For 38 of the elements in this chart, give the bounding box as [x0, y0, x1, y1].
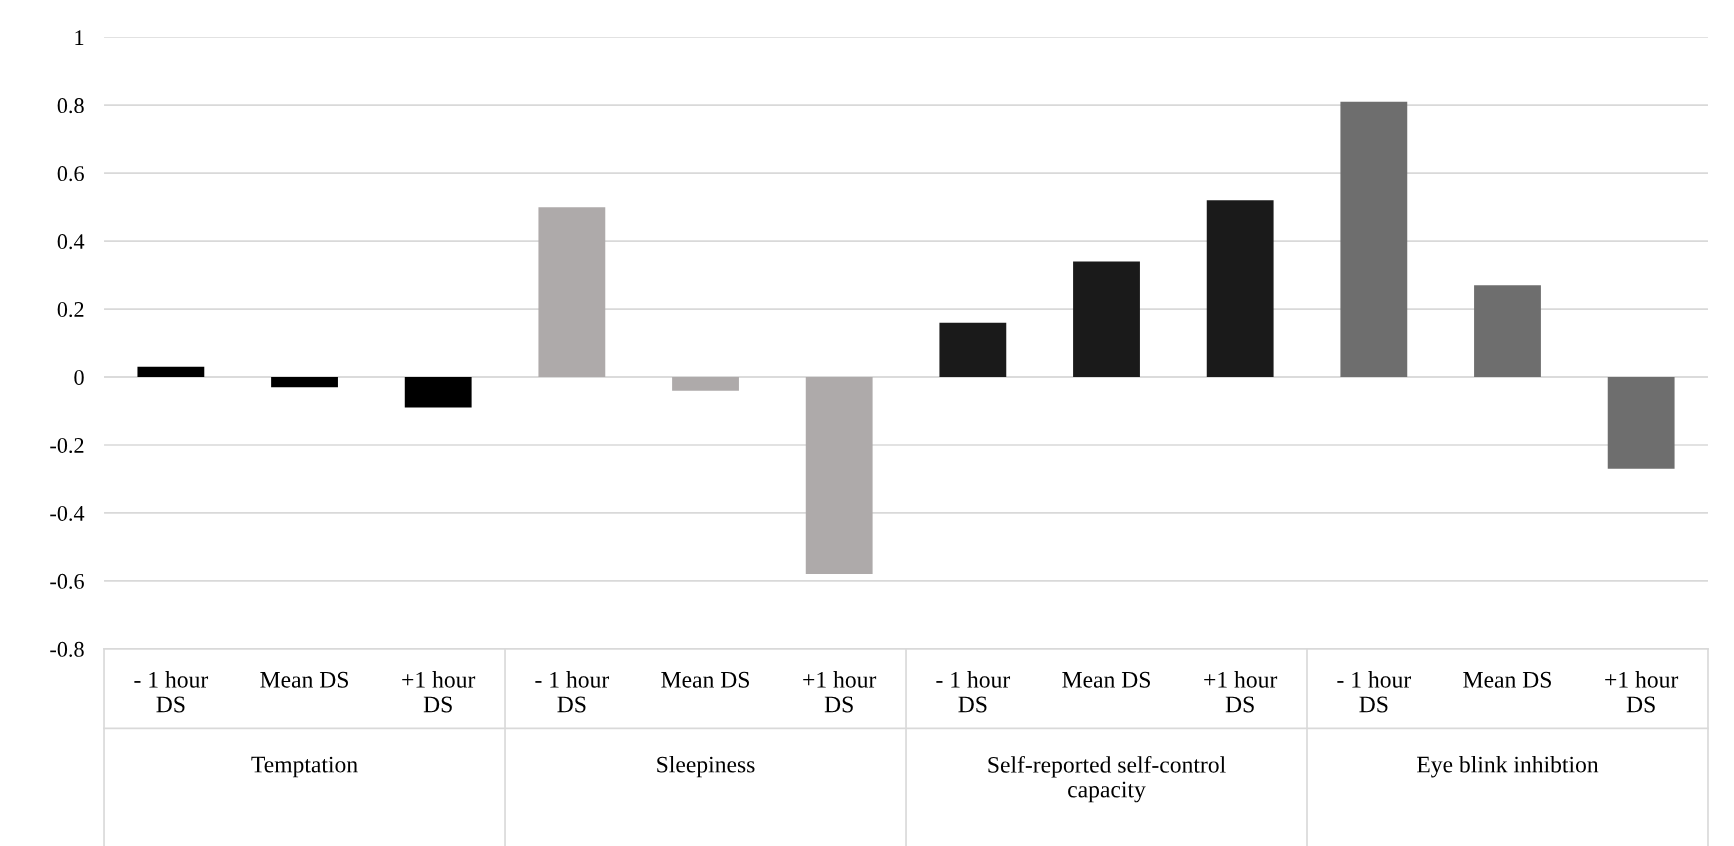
text: Eye blink inhibtion — [1417, 755, 1599, 778]
y-tick-label: 0.6 — [57, 166, 84, 182]
y-tick-label: 0.2 — [57, 302, 84, 318]
bar — [1206, 200, 1274, 378]
y-tick-label: 0.4 — [57, 234, 85, 250]
bar — [137, 366, 205, 378]
bar — [939, 322, 1007, 378]
x-tick-label: +1 hour DS — [402, 671, 476, 713]
y-tick-label: -0.2 — [50, 437, 84, 454]
y-tick-label: 0 — [74, 369, 84, 385]
y-tick-label: 1 — [75, 30, 84, 45]
x-tick-label: Mean DS — [260, 671, 348, 688]
text: Temptation — [251, 756, 358, 778]
x-tick-label: Mean DS — [1062, 671, 1150, 688]
y-tick-label: -0.8 — [50, 641, 84, 657]
x-tick-label: - 1 hour DS — [134, 671, 209, 713]
x-tick-label: - 1 hour DS — [1337, 671, 1411, 713]
bar — [404, 377, 472, 408]
text: Self-reported self-control capacity — [988, 755, 1226, 803]
x-tick-label: +1 hour DS — [1605, 671, 1679, 713]
bar — [672, 377, 739, 391]
bar — [1073, 261, 1140, 378]
bar — [1340, 101, 1408, 378]
x-tick-label: - 1 hour DS — [535, 671, 610, 713]
text: Sleepiness — [657, 755, 755, 778]
bar — [538, 207, 606, 378]
x-tick-label: +1 hour DS — [1204, 671, 1278, 713]
y-tick-label: 0.8 — [57, 98, 84, 114]
x-tick-label: Mean DS — [1463, 671, 1551, 688]
y-tick-label: -0.4 — [50, 505, 85, 521]
bar — [1474, 285, 1541, 378]
bar — [805, 377, 873, 575]
bar — [271, 377, 338, 388]
x-tick-label: Mean DS — [661, 671, 749, 688]
y-tick-label: -0.6 — [50, 573, 84, 589]
bar — [1607, 377, 1675, 469]
x-tick-label: - 1 hour DS — [936, 671, 1011, 713]
x-tick-label: +1 hour DS — [803, 671, 877, 713]
